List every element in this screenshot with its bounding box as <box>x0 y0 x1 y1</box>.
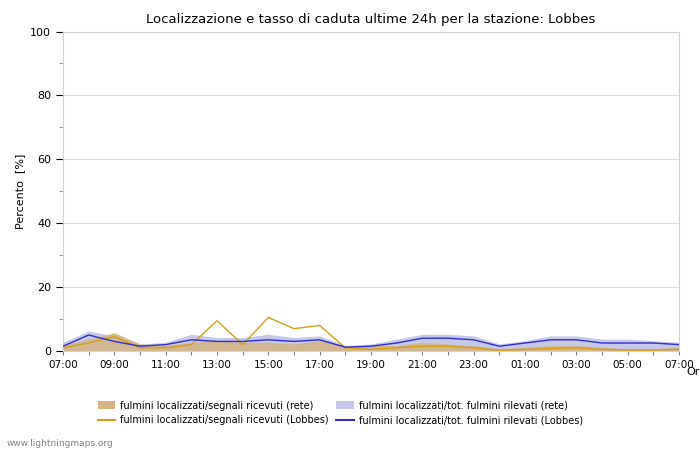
Title: Localizzazione e tasso di caduta ultime 24h per la stazione: Lobbes: Localizzazione e tasso di caduta ultime … <box>146 13 596 26</box>
Legend: fulmini localizzati/segnali ricevuti (rete), fulmini localizzati/segnali ricevut: fulmini localizzati/segnali ricevuti (re… <box>97 400 583 425</box>
X-axis label: Orario: Orario <box>686 367 700 377</box>
Text: www.lightningmaps.org: www.lightningmaps.org <box>7 439 113 448</box>
Y-axis label: Percento  [%]: Percento [%] <box>15 153 24 229</box>
